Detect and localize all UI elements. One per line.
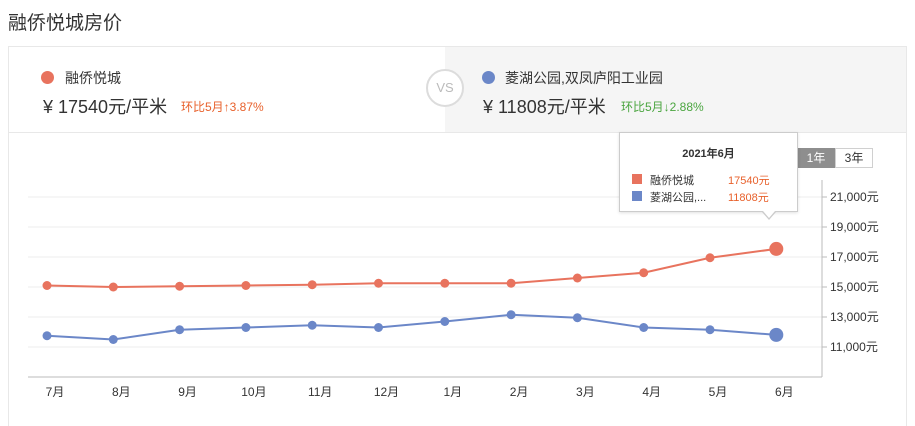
data-point <box>506 310 516 320</box>
left-community-name: 融侨悦城 <box>65 70 121 86</box>
left-series-dot-icon <box>41 71 54 84</box>
tab-1-year[interactable]: 1年 <box>797 148 835 168</box>
comparison-header: 融侨悦城 ¥ 17540元/平米 环比5月↑3.87% 菱湖公园,双凤庐阳工业园… <box>9 47 906 133</box>
series-line <box>46 313 777 341</box>
tooltip-series-name: 菱湖公园,... <box>650 192 707 204</box>
page-title: 融侨悦城房价 <box>8 13 123 34</box>
data-point <box>572 273 582 283</box>
y-tick-label: 17,000元 <box>830 250 879 264</box>
y-tick-label: 11,000元 <box>830 340 878 354</box>
data-point <box>705 253 715 263</box>
highlighted-data-point <box>769 327 784 342</box>
x-tick-label: 5月 <box>709 385 728 399</box>
tooltip-row: 菱湖公园,... 11808元 <box>632 189 792 204</box>
highlighted-data-point <box>769 241 784 256</box>
data-point <box>42 331 52 341</box>
data-point <box>374 278 383 288</box>
left-mom-change: 环比5月↑3.87% <box>181 100 264 114</box>
y-tick-label: 19,000元 <box>830 220 879 234</box>
tooltip-title: 2021年6月 <box>682 148 735 160</box>
chart-gridlines <box>28 196 822 348</box>
data-point <box>705 325 715 335</box>
data-point <box>108 335 118 344</box>
tooltip-row: 融侨悦城 17540元 <box>632 172 792 187</box>
x-tick-label: 7月 <box>46 385 65 399</box>
series-line <box>46 247 777 289</box>
x-tick-label: 10月 <box>241 385 266 399</box>
range-tabs: 1年 3年 <box>797 148 873 168</box>
y-tick-label: 15,000元 <box>830 280 879 294</box>
data-point <box>307 280 317 290</box>
data-point <box>440 317 450 326</box>
data-point <box>572 313 582 323</box>
data-point <box>639 268 649 278</box>
data-point <box>374 323 383 332</box>
tooltip-series-value: 17540元 <box>728 175 770 187</box>
x-tick-label: 3月 <box>576 385 595 399</box>
x-tick-label: 6月 <box>775 385 794 399</box>
data-point <box>42 281 52 290</box>
x-tick-label: 1月 <box>443 385 462 399</box>
tooltip-series-name: 融侨悦城 <box>650 175 694 187</box>
compare-left-card: 融侨悦城 ¥ 17540元/平米 环比5月↑3.87% <box>9 47 445 132</box>
x-tick-label: 4月 <box>642 385 661 399</box>
left-price: ¥ 17540元/平米 <box>43 97 168 117</box>
x-tick-label: 12月 <box>374 385 399 399</box>
chart-tooltip: 2021年6月 融侨悦城 17540元 菱湖公园,... 11808元 <box>619 132 798 220</box>
data-point <box>241 323 251 332</box>
data-point <box>639 323 649 332</box>
x-tick-label: 2月 <box>510 385 529 399</box>
right-price: ¥ 11808元/平米 <box>483 97 606 117</box>
tooltip-series-swatch-icon <box>632 174 642 184</box>
data-point <box>307 320 317 330</box>
data-point <box>175 281 185 291</box>
tooltip-pointer-fill <box>763 211 775 218</box>
right-community-name: 菱湖公园,双凤庐阳工业园 <box>505 70 663 86</box>
data-point <box>241 281 251 290</box>
data-point <box>506 278 516 288</box>
x-tick-label: 11月 <box>308 385 332 399</box>
tooltip-series-swatch-icon <box>632 191 642 201</box>
vs-badge: VS <box>426 69 464 107</box>
right-series-dot-icon <box>482 71 495 84</box>
x-tick-label: 8月 <box>112 385 131 399</box>
x-tick-label: 9月 <box>178 385 197 399</box>
chart-series <box>42 241 784 344</box>
price-panel: 融侨悦城 ¥ 17540元/平米 环比5月↑3.87% 菱湖公园,双凤庐阳工业园… <box>8 46 907 426</box>
y-tick-label: 13,000元 <box>830 310 879 324</box>
data-point <box>108 282 118 292</box>
compare-right-card: 菱湖公园,双凤庐阳工业园 ¥ 11808元/平米 环比5月↓2.88% <box>445 47 906 132</box>
data-point <box>440 278 450 288</box>
chart-axes: 11,000元 13,000元 15,000元 17,000元 19,000元 21,00… <box>28 180 879 399</box>
right-mom-change: 环比5月↓2.88% <box>621 100 704 114</box>
data-point <box>175 325 185 335</box>
tab-3-years[interactable]: 3年 <box>835 148 873 168</box>
tooltip-series-value: 11808元 <box>728 192 769 204</box>
y-tick-label: 21,000元 <box>830 190 879 204</box>
